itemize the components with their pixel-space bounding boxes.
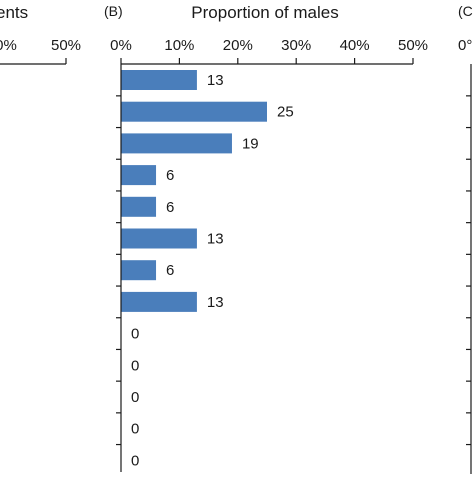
x-tick-label: 20% [223, 37, 253, 54]
x-tick-label: 40% [340, 37, 370, 54]
right-panel-y-ticks [466, 95, 471, 446]
bar-value-label: 0 [131, 421, 139, 438]
left-panel-title-fragment: ents [0, 3, 28, 22]
bar-value-label: 13 [207, 294, 224, 311]
chart-title: Proportion of males [191, 3, 338, 22]
bar-value-label: 25 [277, 104, 294, 121]
bar-value-label: 0 [131, 357, 139, 374]
left-panel: ents 0% 50% [0, 3, 81, 65]
bar-value-label: 0 [131, 389, 139, 406]
x-tick-label: 30% [281, 37, 311, 54]
bar-value-label: 6 [166, 262, 174, 279]
panel-label-b: (B) [104, 3, 123, 19]
right-panel: (C 0° [458, 3, 473, 474]
bars: 13 25 19 6 6 13 6 13 0 0 0 0 0 [121, 70, 294, 469]
x-tick-label: 0% [110, 37, 132, 54]
x-tick-label: 10% [164, 37, 194, 54]
y-axis-ticks [116, 95, 121, 446]
left-panel-tick-label: 0% [0, 37, 17, 54]
bar [121, 260, 157, 281]
bar [121, 70, 197, 90]
bar [121, 196, 157, 217]
bar-value-label: 19 [242, 135, 259, 152]
bar-value-label: 0 [131, 452, 139, 469]
left-panel-tick-label: 50% [51, 37, 81, 54]
bar [121, 291, 197, 312]
bar [121, 101, 267, 122]
bar [121, 228, 197, 249]
x-tick-label: 50% [398, 37, 428, 54]
right-panel-tick-fragment: 0° [458, 37, 472, 54]
bar [121, 165, 157, 186]
middle-panel: (B) Proportion of males 0% 10% 20% 30% 40% 50… [104, 3, 428, 472]
bar-value-label: 13 [207, 72, 224, 89]
bar-value-label: 0 [131, 326, 139, 343]
right-panel-label-fragment: (C [458, 3, 473, 19]
bar-value-label: 6 [166, 167, 174, 184]
bar-value-label: 13 [207, 231, 224, 248]
bar [121, 133, 232, 154]
bar-value-label: 6 [166, 199, 174, 216]
x-axis-ticks: 0% 10% 20% 30% 40% 50% [110, 37, 428, 64]
